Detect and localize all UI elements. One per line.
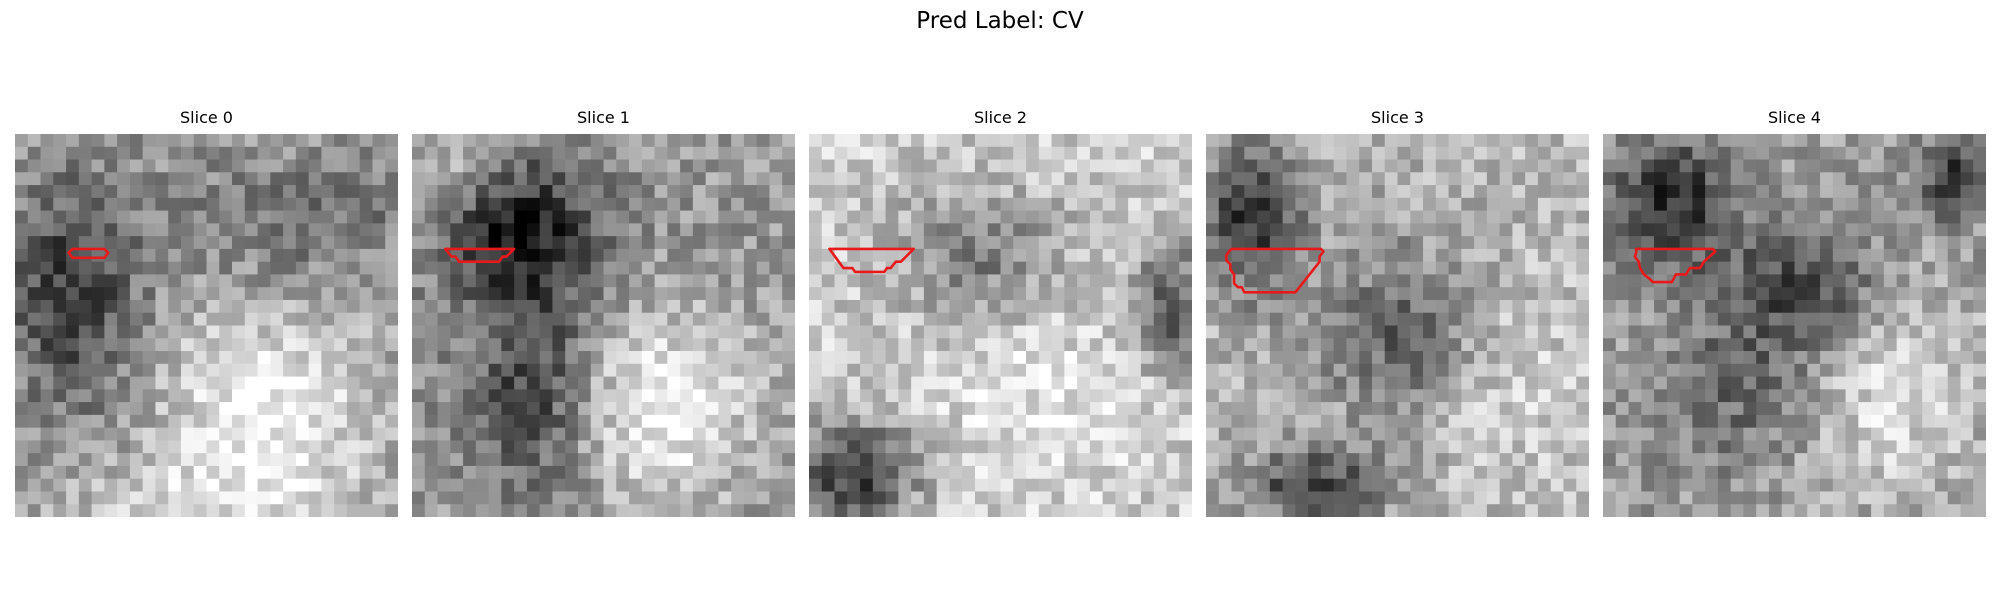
slice-title-2: Slice 2: [974, 108, 1027, 127]
segmentation-contour: [67, 247, 110, 260]
slice-image-0: [15, 134, 398, 517]
slice-pixel-grid: [1206, 134, 1589, 517]
slice-pixel-grid: [809, 134, 1192, 517]
slice-panel-1: Slice 1: [412, 108, 795, 518]
figure-title: Pred Label: CV: [916, 8, 1084, 34]
slice-image-4: [1603, 134, 1986, 517]
slice-title-0: Slice 0: [180, 108, 233, 127]
segmentation-contour: [1633, 247, 1717, 284]
slice-pixel-grid: [1603, 134, 1986, 517]
slice-title-4: Slice 4: [1768, 108, 1821, 127]
slice-pixel-grid: [412, 134, 795, 517]
slice-image-2: [809, 134, 1192, 517]
slice-title-3: Slice 3: [1371, 108, 1424, 127]
slice-pixel-grid: [15, 134, 398, 517]
slice-image-3: [1206, 134, 1589, 517]
slice-panel-2: Slice 2: [809, 108, 1192, 518]
segmentation-contour: [443, 247, 516, 263]
slice-panel-3: Slice 3: [1206, 108, 1589, 518]
slice-panel-4: Slice 4: [1603, 108, 1986, 518]
slice-panel-0: Slice 0: [15, 108, 398, 518]
segmentation-contour: [1225, 247, 1325, 294]
slice-image-1: [412, 134, 795, 517]
slice-title-1: Slice 1: [577, 108, 630, 127]
segmentation-contour: [828, 247, 915, 274]
